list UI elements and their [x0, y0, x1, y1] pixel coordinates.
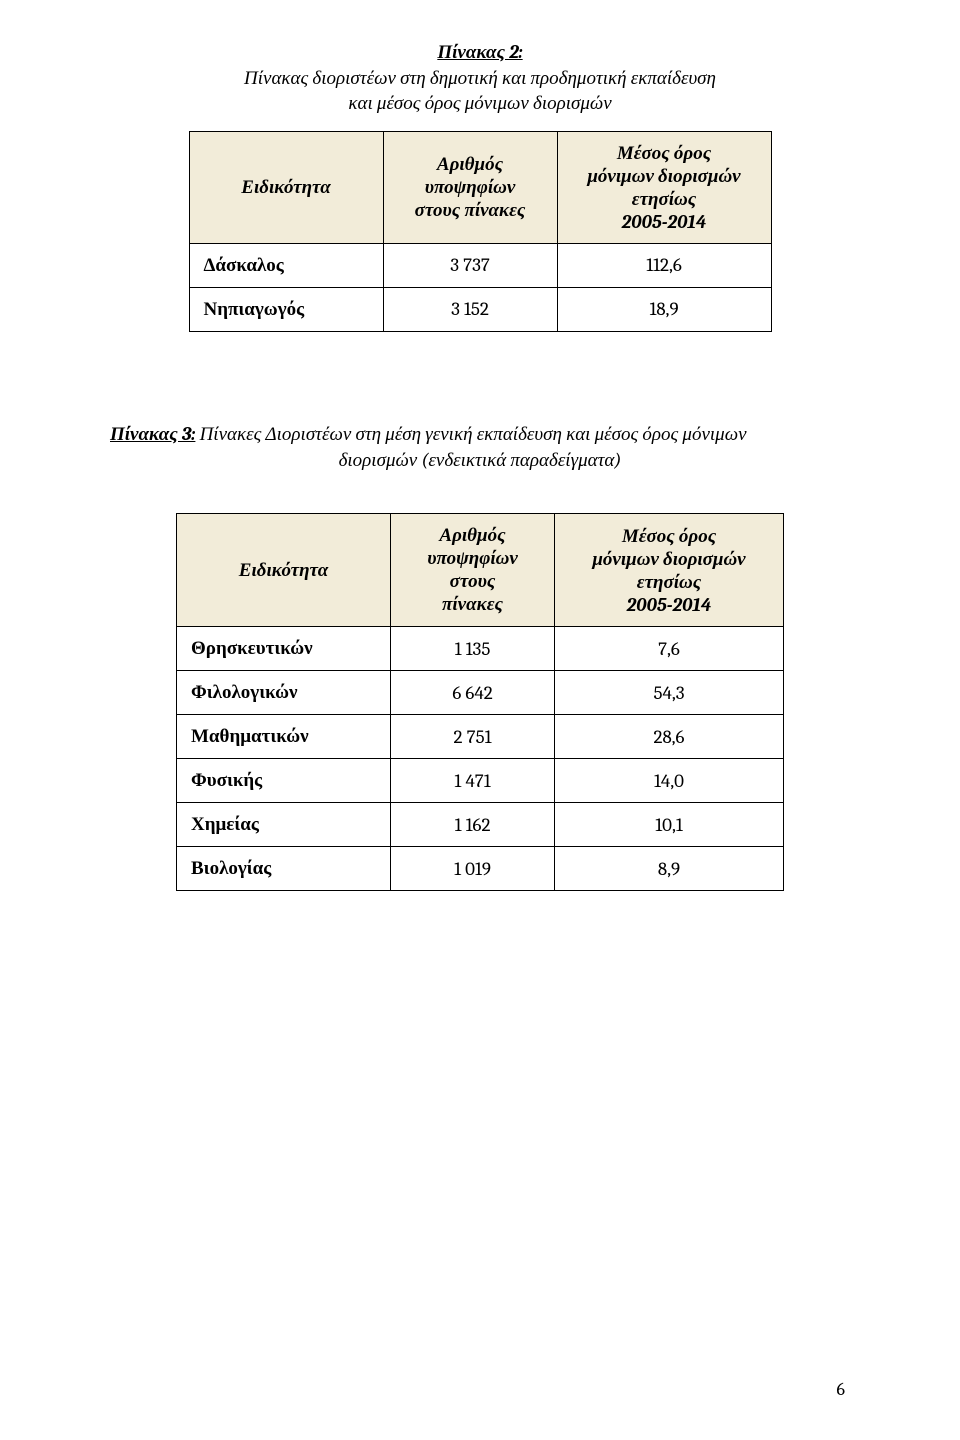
t2-r0-avg: 7,6	[555, 627, 784, 671]
t1-h2-l2: υποψηφίων	[425, 176, 516, 198]
t1-h3-l4: 2005-2014	[622, 211, 707, 233]
table-1-header-row: Ειδικότητα Αριθμός υποψηφίων στους πίνακ…	[189, 131, 771, 243]
caption2-line2: διορισμών (ενδεικτικά παραδείγματα)	[110, 448, 850, 474]
t1-h3-l3: ετησίως	[632, 188, 696, 210]
table-row: Χημείας 1 162 10,1	[177, 803, 784, 847]
t1-r0-label: Δάσκαλος	[189, 243, 383, 287]
table-row: Νηπιαγωγός 3 152 18,9	[189, 287, 771, 331]
t2-r2-avg: 28,6	[555, 715, 784, 759]
t2-r0-n: 1 135	[391, 627, 555, 671]
t2-r3-label: Φυσικής	[177, 759, 391, 803]
t1-header-average: Μέσος όρος μόνιμων διορισμών ετησίως 200…	[557, 131, 771, 243]
t1-h3-l2: μόνιμων διορισμών	[587, 165, 740, 187]
caption1-line1: Πίνακας διοριστέων στη δημοτική και προδ…	[110, 66, 850, 92]
t1-r0-avg: 112,6	[557, 243, 771, 287]
t2-r5-avg: 8,9	[555, 847, 784, 891]
caption-table-1: Πίνακας 2: Πίνακας διοριστέων στη δημοτι…	[110, 40, 850, 117]
page-number: 6	[837, 1379, 845, 1400]
table-row: Φυσικής 1 471 14,0	[177, 759, 784, 803]
table-2: Ειδικότητα Αριθμός υποψηφίων στους πίνακ…	[176, 513, 784, 891]
table-row: Μαθηματικών 2 751 28,6	[177, 715, 784, 759]
t1-r1-avg: 18,9	[557, 287, 771, 331]
t2-h3-l2: μόνιμων διορισμών	[592, 548, 745, 570]
table-row: Θρησκευτικών 1 135 7,6	[177, 627, 784, 671]
spacer	[110, 487, 850, 513]
t1-h2-l1: Αριθμός	[437, 153, 503, 175]
t2-h3-l4: 2005-2014	[627, 594, 712, 616]
t1-h2-l3: στους πίνακες	[415, 199, 526, 221]
table-row: Βιολογίας 1 019 8,9	[177, 847, 784, 891]
t2-header-average: Μέσος όρος μόνιμων διορισμών ετησίως 200…	[555, 514, 784, 627]
t2-r0-label: Θρησκευτικών	[177, 627, 391, 671]
t1-header-speciality: Ειδικότητα	[189, 131, 383, 243]
page-container: Πίνακας 2: Πίνακας διοριστέων στη δημοτι…	[0, 0, 960, 891]
t2-r4-n: 1 162	[391, 803, 555, 847]
t2-r5-n: 1 019	[391, 847, 555, 891]
t1-r0-n: 3 737	[383, 243, 557, 287]
t2-h3-l1: Μέσος όρος	[622, 525, 716, 547]
spacer	[110, 332, 850, 422]
caption2-lead: Πίνακας 3:	[110, 423, 195, 445]
table-1: Ειδικότητα Αριθμός υποψηφίων στους πίνακ…	[189, 131, 772, 332]
caption1-line2: και μέσος όρος μόνιμων διορισμών	[110, 91, 850, 117]
t2-h3-l3: ετησίως	[637, 571, 701, 593]
t1-r1-n: 3 152	[383, 287, 557, 331]
t2-r4-label: Χημείας	[177, 803, 391, 847]
t2-r3-n: 1 471	[391, 759, 555, 803]
table-row: Δάσκαλος 3 737 112,6	[189, 243, 771, 287]
t2-r1-n: 6 642	[391, 671, 555, 715]
t2-r5-label: Βιολογίας	[177, 847, 391, 891]
t2-r2-n: 2 751	[391, 715, 555, 759]
t1-r1-label: Νηπιαγωγός	[189, 287, 383, 331]
table-2-header-row: Ειδικότητα Αριθμός υποψηφίων στους πίνακ…	[177, 514, 784, 627]
t2-r1-label: Φιλολογικών	[177, 671, 391, 715]
t2-r3-avg: 14,0	[555, 759, 784, 803]
t2-r4-avg: 10,1	[555, 803, 784, 847]
t2-h2-l3b: πίνακες	[442, 593, 503, 615]
t2-header-speciality: Ειδικότητα	[177, 514, 391, 627]
t2-h2-l2: υποψηφίων	[427, 547, 518, 569]
t2-r1-avg: 54,3	[555, 671, 784, 715]
t1-header-candidates: Αριθμός υποψηφίων στους πίνακες	[383, 131, 557, 243]
t2-h2-l3a: στους	[450, 570, 496, 592]
t2-header-candidates: Αριθμός υποψηφίων στους πίνακες	[391, 514, 555, 627]
t1-h3-l1: Μέσος όρος	[617, 142, 711, 164]
caption-table-2: Πίνακας 3: Πίνακες Διοριστέων στη μέση γ…	[110, 422, 850, 473]
caption2-line1: Πίνακες Διοριστέων στη μέση γενική εκπαί…	[195, 423, 746, 445]
caption1-lead: Πίνακας 2:	[437, 41, 522, 63]
t2-h2-l1: Αριθμός	[439, 524, 505, 546]
table-row: Φιλολογικών 6 642 54,3	[177, 671, 784, 715]
t2-r2-label: Μαθηματικών	[177, 715, 391, 759]
